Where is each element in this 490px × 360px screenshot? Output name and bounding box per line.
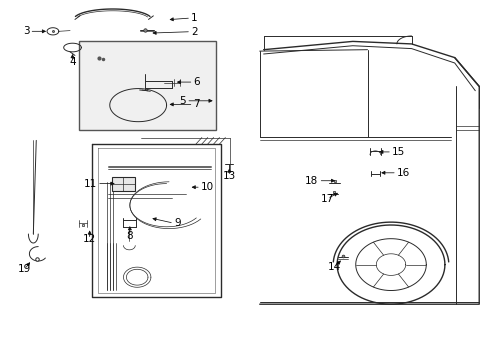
Text: 12: 12 (83, 234, 97, 244)
Bar (112, 177, 135, 191)
Text: 6: 6 (194, 77, 200, 87)
FancyBboxPatch shape (79, 41, 216, 130)
Text: 9: 9 (174, 218, 181, 228)
Text: 5: 5 (179, 96, 186, 106)
Text: 7: 7 (194, 99, 200, 109)
Text: 18: 18 (305, 176, 318, 186)
Text: 19: 19 (18, 264, 31, 274)
Text: 10: 10 (201, 182, 214, 192)
Text: 14: 14 (327, 262, 341, 272)
Text: 4: 4 (69, 57, 76, 67)
Text: 15: 15 (392, 147, 405, 157)
Text: 13: 13 (222, 171, 236, 181)
Text: 2: 2 (191, 27, 198, 37)
Text: 17: 17 (320, 194, 334, 204)
Text: 11: 11 (84, 179, 97, 189)
Text: 8: 8 (126, 231, 133, 241)
Text: 16: 16 (397, 168, 410, 178)
Text: 1: 1 (191, 13, 198, 23)
Text: 3: 3 (23, 26, 29, 36)
